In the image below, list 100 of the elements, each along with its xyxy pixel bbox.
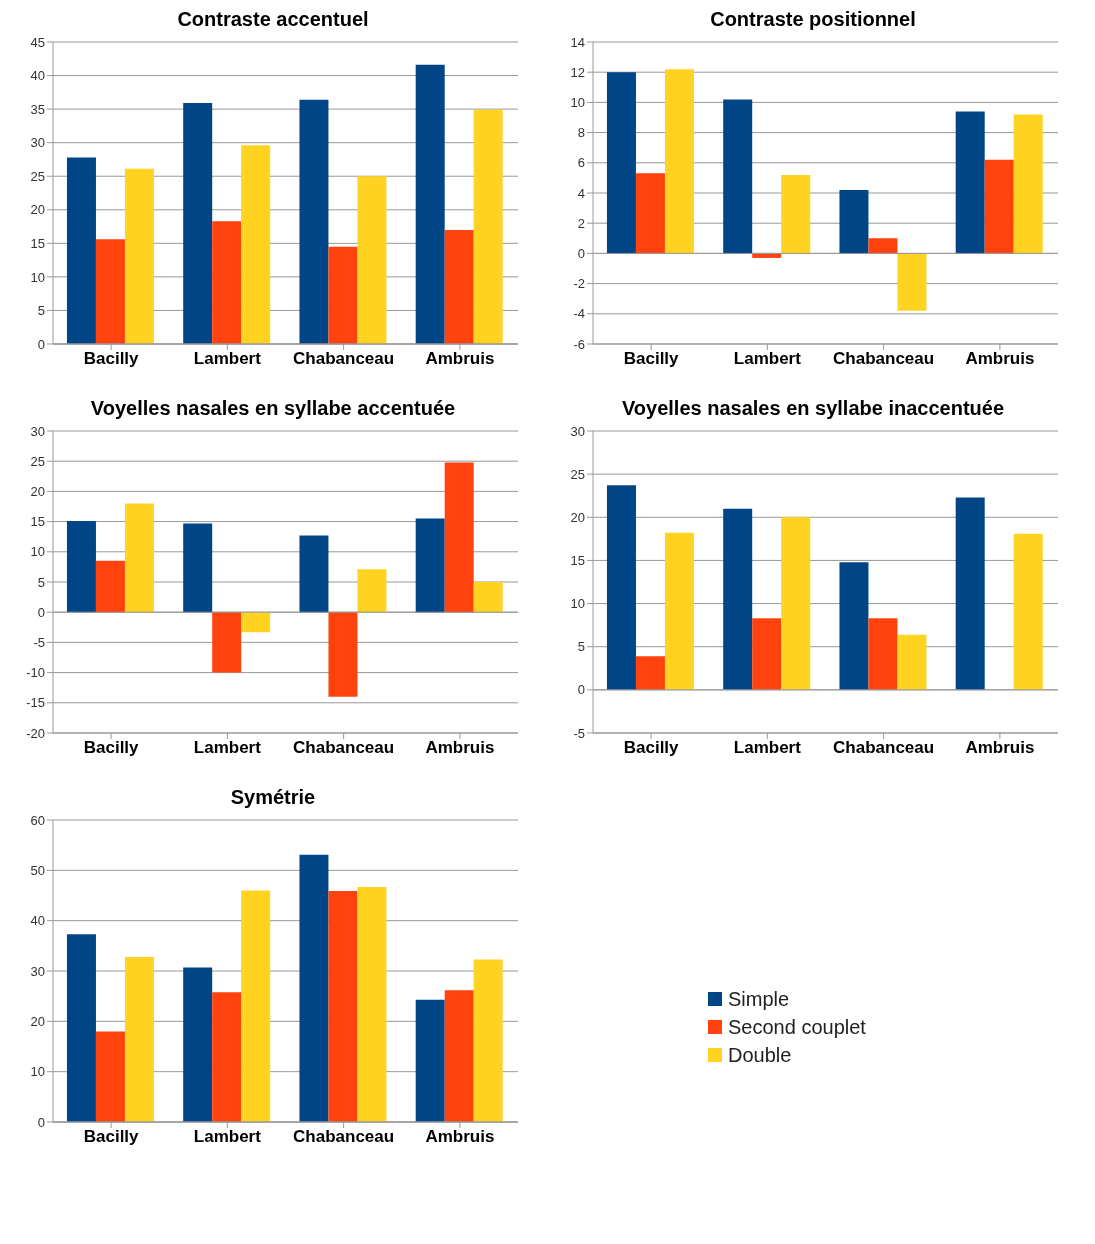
bar bbox=[299, 854, 329, 1122]
y-tick-label: 30 bbox=[30, 963, 45, 979]
bar bbox=[473, 582, 503, 613]
bar bbox=[299, 535, 329, 613]
bar bbox=[415, 999, 445, 1122]
bar bbox=[66, 521, 96, 613]
bar bbox=[415, 64, 445, 344]
bar bbox=[95, 560, 125, 613]
y-tick-label: 40 bbox=[30, 913, 45, 929]
bar bbox=[868, 238, 898, 254]
bar bbox=[664, 532, 694, 690]
y-tick-label: 25 bbox=[30, 168, 45, 184]
y-tick-label: 4 bbox=[577, 185, 585, 201]
y-tick-label: 35 bbox=[30, 101, 45, 117]
x-tick-label: Bacilly bbox=[83, 1127, 140, 1147]
bar bbox=[1013, 533, 1043, 690]
y-tick-label: 2 bbox=[577, 215, 585, 231]
y-tick-label: -5 bbox=[33, 635, 45, 651]
y-tick-label: 10 bbox=[570, 596, 585, 612]
bar bbox=[868, 618, 898, 690]
bar bbox=[473, 109, 503, 344]
y-tick-label: 60 bbox=[30, 812, 45, 828]
bar bbox=[95, 1031, 125, 1122]
x-tick-label: Ambruis bbox=[965, 349, 1035, 369]
bar bbox=[606, 485, 636, 690]
bar bbox=[212, 612, 242, 673]
y-tick-label: 50 bbox=[30, 862, 45, 878]
bar bbox=[212, 221, 242, 344]
y-tick-label: 20 bbox=[30, 484, 45, 500]
bar bbox=[473, 959, 503, 1122]
y-tick-label: 6 bbox=[577, 155, 585, 171]
bar bbox=[444, 229, 474, 344]
y-tick-label: 0 bbox=[37, 336, 45, 352]
y-tick-label: -5 bbox=[573, 725, 585, 741]
bar bbox=[183, 967, 213, 1122]
y-tick-label: 30 bbox=[30, 423, 45, 439]
x-tick-label: Chabanceau bbox=[833, 738, 935, 758]
y-tick-label: 45 bbox=[30, 34, 45, 50]
x-tick-label: Ambruis bbox=[425, 349, 495, 369]
bar bbox=[241, 890, 271, 1122]
bar bbox=[183, 103, 213, 344]
y-tick-label: 12 bbox=[570, 64, 585, 80]
bar bbox=[357, 886, 387, 1122]
bar bbox=[635, 656, 665, 690]
y-tick-label: 5 bbox=[37, 574, 45, 590]
x-tick-label: Ambruis bbox=[425, 1127, 495, 1147]
chart-title: Contraste positionnel bbox=[709, 8, 917, 32]
bar bbox=[752, 618, 782, 690]
bar bbox=[124, 168, 154, 344]
x-tick-label: Ambruis bbox=[965, 738, 1035, 758]
y-tick-label: 8 bbox=[577, 125, 585, 141]
y-tick-label: 0 bbox=[577, 682, 585, 698]
x-tick-label: Chabanceau bbox=[293, 1127, 395, 1147]
bar bbox=[299, 99, 329, 344]
bar bbox=[839, 562, 869, 690]
y-tick-label: -2 bbox=[573, 276, 585, 292]
y-tick-label: -10 bbox=[26, 665, 45, 681]
x-tick-label: Lambert bbox=[733, 738, 802, 758]
bar bbox=[66, 157, 96, 344]
y-tick-label: 40 bbox=[30, 68, 45, 84]
bar bbox=[723, 508, 753, 690]
bar bbox=[955, 497, 985, 690]
y-tick-label: 10 bbox=[570, 95, 585, 111]
bar bbox=[781, 517, 811, 690]
y-tick-label: 25 bbox=[30, 453, 45, 469]
bar bbox=[95, 239, 125, 344]
bar bbox=[897, 253, 927, 311]
chart-title: Contraste accentuel bbox=[176, 8, 370, 32]
bar bbox=[1013, 114, 1043, 254]
y-tick-label: 0 bbox=[577, 246, 585, 262]
bar bbox=[357, 176, 387, 344]
x-tick-label: Bacilly bbox=[83, 349, 140, 369]
bar bbox=[897, 634, 927, 690]
chart-title: Voyelles nasales en syllabe accentuée bbox=[89, 397, 457, 421]
y-tick-label: -20 bbox=[26, 725, 45, 741]
y-tick-label: 25 bbox=[570, 466, 585, 482]
legend-label: Double bbox=[728, 1042, 792, 1068]
y-tick-label: 20 bbox=[30, 1013, 45, 1029]
bar bbox=[984, 159, 1014, 254]
bar bbox=[635, 173, 665, 254]
y-tick-label: 5 bbox=[577, 639, 585, 655]
y-tick-label: 10 bbox=[30, 269, 45, 285]
x-tick-label: Lambert bbox=[193, 349, 262, 369]
y-tick-label: -15 bbox=[26, 695, 45, 711]
bar bbox=[781, 174, 811, 254]
y-tick-label: -4 bbox=[573, 306, 585, 322]
x-tick-label: Bacilly bbox=[623, 738, 680, 758]
x-tick-label: Chabanceau bbox=[293, 738, 395, 758]
y-tick-label: 14 bbox=[570, 34, 585, 50]
y-tick-label: 30 bbox=[30, 135, 45, 151]
x-tick-label: Lambert bbox=[193, 738, 262, 758]
y-tick-label: 15 bbox=[30, 514, 45, 530]
y-tick-label: 0 bbox=[37, 604, 45, 620]
bar bbox=[124, 956, 154, 1122]
legend-label: Second couplet bbox=[728, 1014, 866, 1040]
x-tick-label: Lambert bbox=[193, 1127, 262, 1147]
x-tick-label: Lambert bbox=[733, 349, 802, 369]
y-tick-label: 10 bbox=[30, 544, 45, 560]
bar bbox=[444, 462, 474, 613]
bar bbox=[66, 934, 96, 1122]
